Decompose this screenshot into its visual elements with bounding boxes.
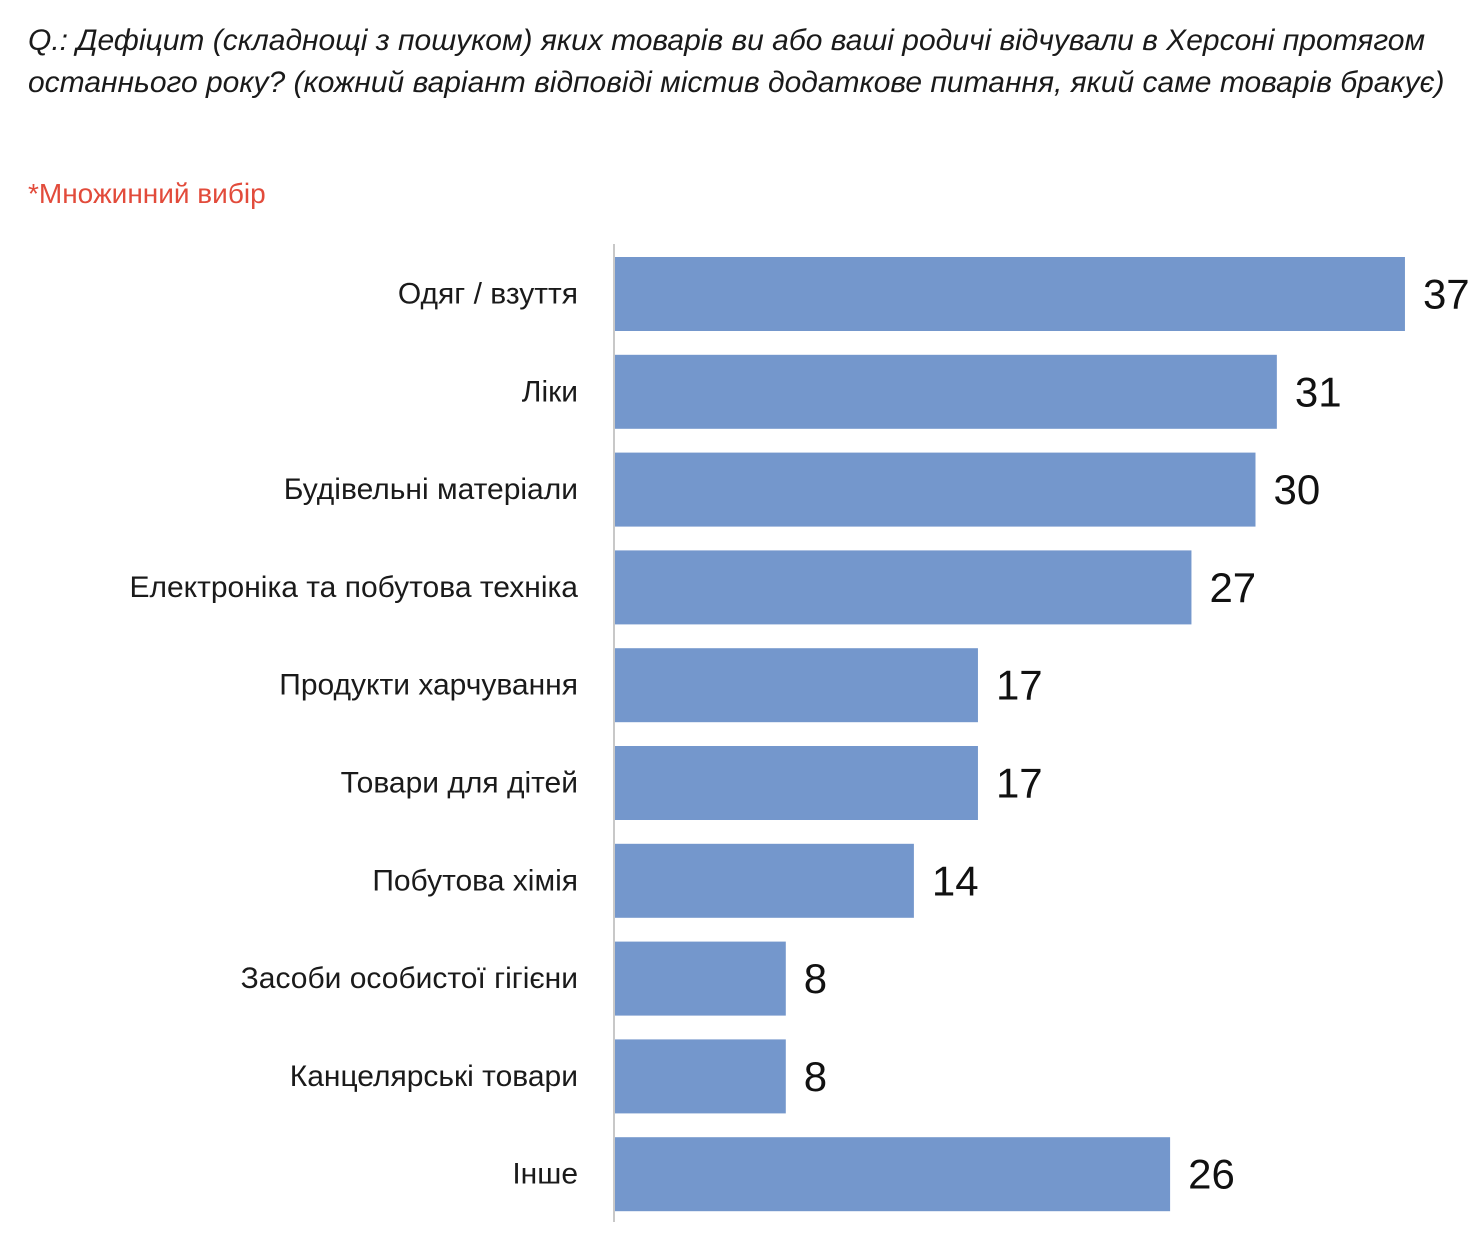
bar — [615, 354, 1277, 429]
value-label: 37 — [1423, 271, 1470, 318]
category-label: Канцелярські товари — [290, 1060, 578, 1093]
category-label: Одяг / взуття — [398, 278, 578, 311]
question-text: Q.: Дефіцит (складнощі з пошуком) яких т… — [28, 24, 1445, 99]
category-label: Побутова хімія — [372, 864, 578, 897]
value-label: 26 — [1188, 1151, 1235, 1198]
value-label: 27 — [1209, 564, 1256, 611]
bar — [615, 648, 978, 723]
value-label: 8 — [804, 955, 827, 1002]
bar — [615, 843, 914, 918]
bar — [615, 452, 1256, 527]
category-label: Будівельні матеріали — [284, 473, 578, 506]
bar — [615, 746, 978, 820]
category-labels-group: Одяг / взуття Ліки Будівельні матеріали Еле… — [129, 278, 578, 1191]
value-labels-group: 37 31 30 27 17 17 14 8 8 26 — [804, 271, 1470, 1198]
bar — [615, 941, 786, 1016]
value-label: 17 — [996, 760, 1043, 807]
bar — [615, 1039, 786, 1114]
value-label: 8 — [804, 1053, 827, 1100]
multiple-choice-note: *Множинний вибір — [28, 178, 266, 209]
bar — [615, 1137, 1171, 1212]
category-label: Продукти харчування — [279, 669, 578, 702]
category-label: Інше — [512, 1158, 578, 1191]
bars-group — [615, 257, 1405, 1212]
category-label: Електроніка та побутова техніка — [129, 571, 578, 604]
category-label: Засоби особистої гігієни — [241, 962, 578, 995]
bar — [615, 550, 1192, 625]
value-label: 17 — [996, 662, 1043, 709]
value-label: 31 — [1295, 368, 1342, 415]
bar — [615, 257, 1405, 331]
value-label: 14 — [932, 857, 979, 904]
category-label: Ліки — [522, 375, 578, 408]
category-label: Товари для дітей — [341, 767, 578, 800]
value-label: 30 — [1274, 466, 1321, 513]
